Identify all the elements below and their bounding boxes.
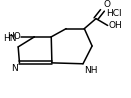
Text: OH: OH [109, 21, 122, 30]
Text: HN: HN [3, 34, 17, 43]
Text: O: O [103, 0, 110, 10]
Text: NH: NH [84, 66, 98, 75]
Text: HO: HO [7, 32, 21, 41]
Text: HCl: HCl [106, 9, 122, 18]
Text: N: N [11, 64, 18, 73]
